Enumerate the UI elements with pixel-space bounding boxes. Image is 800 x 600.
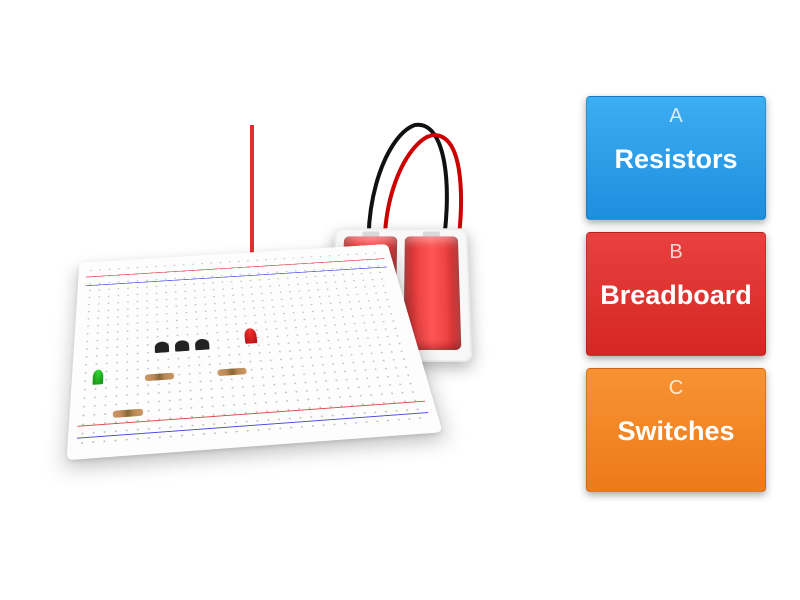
resistor — [145, 373, 174, 382]
resistor — [113, 409, 143, 418]
transistor — [175, 340, 190, 352]
option-label: Breadboard — [595, 281, 757, 311]
answer-options: A Resistors B Breadboard C Switches — [586, 96, 766, 492]
indicator-arrow — [250, 125, 254, 255]
option-letter: B — [587, 241, 765, 264]
option-b[interactable]: B Breadboard — [586, 232, 766, 356]
option-a[interactable]: A Resistors — [586, 96, 766, 220]
option-c[interactable]: C Switches — [586, 368, 766, 492]
option-label: Resistors — [595, 145, 757, 175]
option-letter: C — [587, 377, 765, 400]
option-label: Switches — [595, 417, 757, 447]
transistor — [195, 339, 210, 351]
breadboard — [67, 244, 443, 460]
resistor — [217, 368, 246, 377]
led-red — [244, 328, 258, 344]
option-letter: A — [587, 105, 765, 128]
led-green — [92, 369, 103, 385]
question-image — [70, 85, 520, 505]
transistor — [155, 341, 169, 353]
